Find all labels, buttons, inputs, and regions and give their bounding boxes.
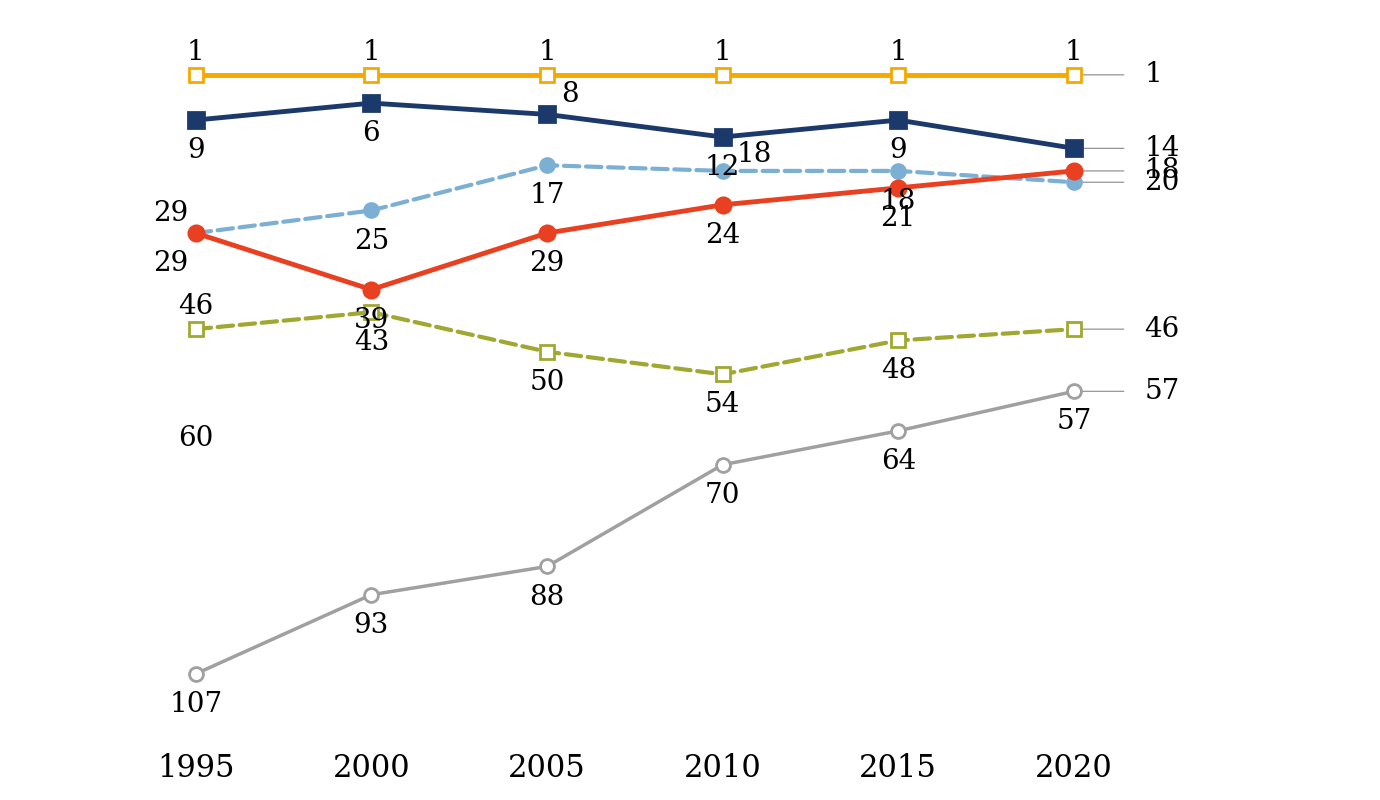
Text: 1: 1 [1065,39,1083,66]
Text: 46: 46 [178,294,214,321]
Text: 70: 70 [705,482,740,509]
Text: 18: 18 [1144,158,1180,185]
Text: 48: 48 [880,358,916,385]
Text: 1: 1 [889,39,907,66]
Text: 6: 6 [363,120,380,147]
Text: 29: 29 [153,250,189,277]
Text: 93: 93 [353,612,389,638]
Text: 25: 25 [353,227,389,254]
Text: 17: 17 [530,182,564,210]
Text: 1: 1 [1144,62,1162,88]
Text: 57: 57 [1144,378,1180,405]
Text: 8: 8 [560,82,578,109]
Text: 88: 88 [530,583,564,610]
Text: 14: 14 [1144,135,1180,162]
Text: 64: 64 [880,448,916,475]
Text: 12: 12 [705,154,740,181]
Text: 39: 39 [353,306,389,334]
Text: 46: 46 [1144,316,1180,342]
Text: 1: 1 [363,39,381,66]
Text: 50: 50 [530,369,564,396]
Text: 9: 9 [890,137,907,164]
Text: 1: 1 [186,39,204,66]
Text: 60: 60 [178,426,214,452]
Text: 29: 29 [530,250,564,277]
Text: 18: 18 [880,188,916,215]
Text: 24: 24 [705,222,740,249]
Text: 57: 57 [1056,408,1092,435]
Text: 1: 1 [538,39,556,66]
Text: 20: 20 [1144,169,1180,196]
Text: 9: 9 [186,137,204,164]
Text: 43: 43 [353,330,389,356]
Text: 54: 54 [705,391,740,418]
Text: 107: 107 [170,691,222,718]
Text: 1: 1 [713,39,731,66]
Text: 21: 21 [880,205,916,232]
Text: 18: 18 [737,141,771,168]
Text: 29: 29 [153,200,189,227]
